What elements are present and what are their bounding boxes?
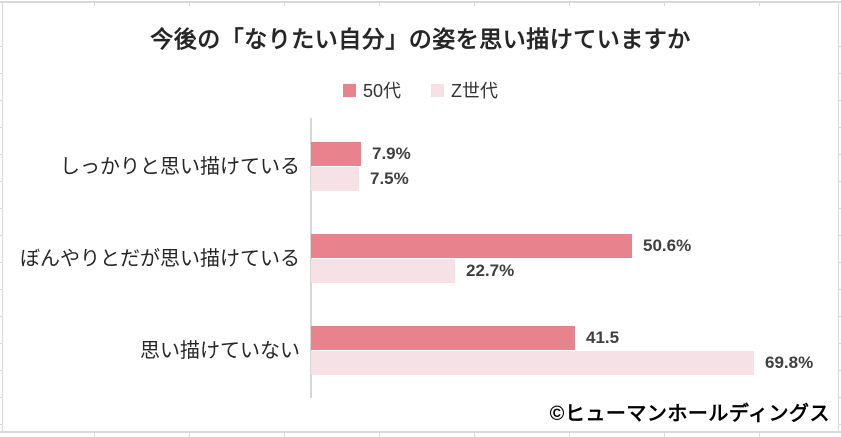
legend-label-50s: 50代 [362,81,402,101]
chart-title: 今後の「なりたい自分」の姿を思い描けていますか [150,26,691,52]
sheet-row-ticks-right [839,20,841,432]
data-label-50代-1: 50.6% [643,236,692,255]
legend-swatch-50s [342,83,356,97]
sheet-column-ticks-bottom [0,433,841,437]
data-label-Z世代-0: 7.5% [370,169,409,188]
data-label-Z世代-2: 69.8% [765,353,814,372]
sheet-row-ticks-left [0,20,2,432]
legend-swatch-genz [431,83,445,97]
bar-Z世代-2 [311,351,754,375]
bar-50代-1 [311,234,632,258]
data-label-Z世代-1: 22.7% [466,261,515,280]
bar-50代-2 [311,326,575,350]
category-label: 思い描けていない [140,339,300,362]
bar-Z世代-0 [311,167,359,191]
bar-50代-0 [311,142,361,166]
chart-legend: 50代 Z世代 [3,77,838,103]
sheet-column-ticks-top [0,3,841,6]
data-label-50代-2: 41.5 [586,328,620,347]
plot-area: しっかりと思い描けている 7.9% 7.5% ぼんやりとだが思い描けている 50.6% 2… [3,3,838,431]
legend-item-genz: Z世代 [431,77,498,103]
sheet-gridline-left [2,2,3,432]
category-axis-line [310,118,312,398]
category-label: ぼんやりとだが思い描けている [20,247,300,270]
sheet-gridline-top [0,1,841,3]
category-label: しっかりと思い描けている [60,155,300,178]
sheet-gridline-bottom [0,431,841,433]
legend-label-genz: Z世代 [451,81,499,101]
data-label-50代-0: 7.9% [372,144,411,163]
copyright-text: ©ヒューマンホールディングス [549,403,830,425]
legend-item-50s: 50代 [342,77,402,103]
sheet-gridline-right [838,2,839,432]
bar-Z世代-1 [311,259,455,283]
bar-chart[interactable]: 今後の「なりたい自分」の姿を思い描けていますか 50代 Z世代 しっかりと思い描… [3,3,838,431]
